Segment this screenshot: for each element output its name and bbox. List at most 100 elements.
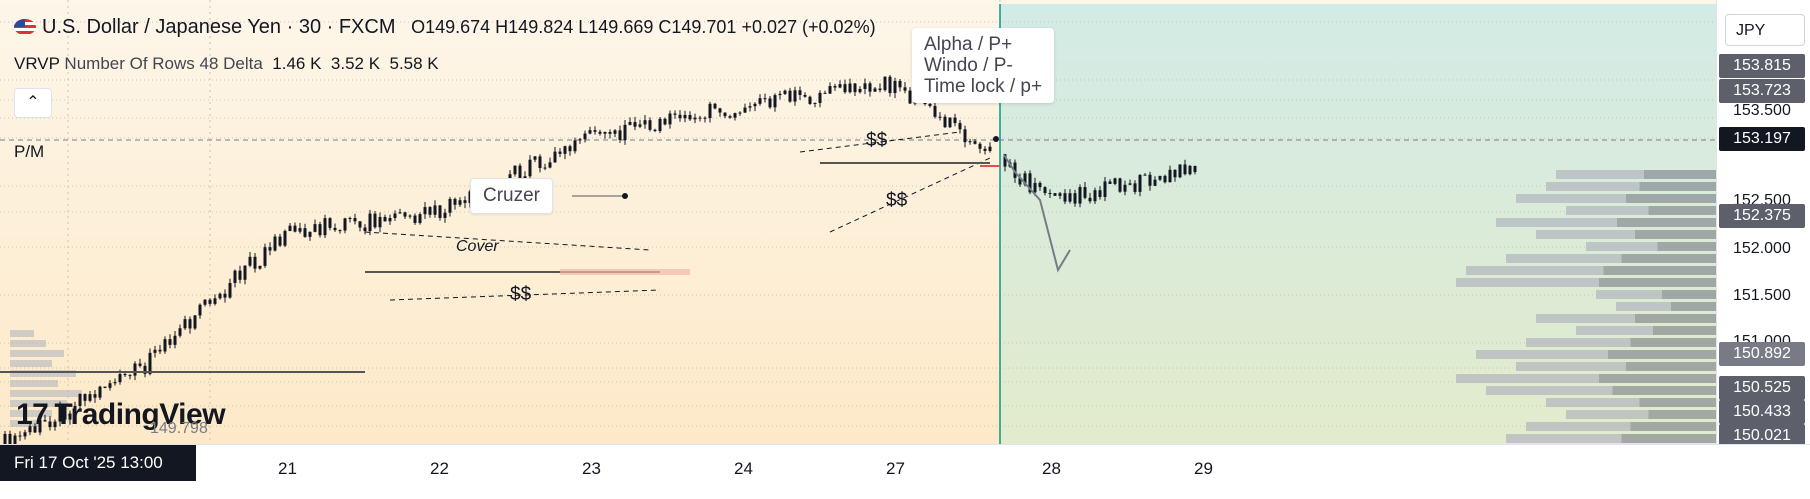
candle-body [73, 405, 77, 414]
candle-body [923, 102, 927, 105]
candle-body [888, 76, 892, 94]
candle-body [683, 114, 687, 119]
candle-body [588, 130, 592, 134]
candle-body [1103, 181, 1107, 197]
candle-body [658, 118, 662, 131]
candle-body [533, 156, 537, 160]
candle-body [308, 231, 312, 237]
time-label: 21 [278, 459, 297, 478]
candle-body [758, 98, 762, 104]
ohlc-values: O149.674 H149.824 L149.669 C149.701 +0.0… [411, 17, 876, 37]
cover-annotation[interactable]: Cover [456, 238, 499, 255]
anchor-point [622, 193, 628, 199]
time-label: 22 [430, 459, 449, 478]
candle-body [33, 426, 37, 433]
candle-body [263, 247, 267, 266]
candle-body [1128, 183, 1132, 185]
candle-body [178, 328, 182, 336]
indicator-legend[interactable]: VRVP Number Of Rows 48 Delta 1.46 K 3.52… [14, 54, 439, 74]
volume-profile-bar-down [1662, 290, 1716, 299]
volume-profile-bar-down [1648, 206, 1716, 215]
candle-body [328, 218, 332, 228]
left-volume-bar [10, 340, 46, 347]
candle-body [63, 406, 67, 420]
volume-profile-bar-down [1612, 386, 1716, 395]
volume-profile-bar-down [1626, 362, 1716, 371]
candle-body [563, 146, 567, 154]
candle-body [593, 130, 597, 132]
dollars-annotation-2[interactable]: $$ [866, 130, 888, 151]
symbol-title[interactable]: U.S. Dollar / Japanese Yen · 30 · FXCM [42, 16, 396, 38]
candle-body [378, 216, 382, 228]
volume-profile-bar-up [1516, 362, 1626, 371]
volume-profile-bar-up [1456, 374, 1599, 383]
candle-body [1148, 174, 1152, 186]
left-volume-bar [10, 370, 76, 377]
candle-body [653, 129, 657, 131]
candle-body [1173, 169, 1177, 178]
left-volume-bar [10, 380, 58, 387]
candle-body [143, 365, 147, 374]
volume-profile-bar-up [1566, 410, 1649, 419]
candle-body [553, 151, 557, 163]
price-tag: 150.525 [1719, 376, 1805, 400]
tradingview-logo[interactable]: 17 TradingView [16, 398, 226, 432]
dollars-annotation-3[interactable]: $$ [886, 190, 908, 211]
volume-profile-bar-down [1603, 266, 1716, 275]
candle-body [1028, 173, 1032, 193]
notes-callout[interactable]: Alpha / P+ Windo / P- Time lock / p+ [912, 28, 1055, 103]
candle-body [1068, 193, 1072, 202]
candle-body [123, 374, 127, 376]
candle-body [1043, 187, 1047, 193]
candle-body [318, 224, 322, 236]
candle-body [108, 383, 112, 388]
collapse-legend-button[interactable]: ⌃ [14, 88, 52, 118]
candle-body [163, 339, 167, 352]
candle-body [743, 107, 747, 113]
wedge-lower-line [389, 289, 661, 301]
currency-selector[interactable]: JPY [1725, 14, 1805, 46]
volume-profile-bar-down [1644, 170, 1716, 179]
volume-profile-bar-up [1506, 254, 1622, 263]
candle-body [413, 215, 417, 223]
candle-body [773, 95, 777, 108]
cruzer-callout[interactable]: Cruzer [470, 178, 554, 214]
candle-body [1193, 165, 1197, 173]
candle-body [1033, 182, 1037, 193]
candle-body [733, 113, 737, 118]
candle-body [1093, 190, 1097, 202]
candle-body [453, 198, 457, 205]
candle-body [398, 212, 402, 214]
change-value: +0.027 (+0.02%) [741, 17, 876, 37]
candle-body [1088, 197, 1092, 202]
volume-profile-bar-down [1657, 242, 1716, 251]
pm-line-label: P/M [14, 142, 45, 161]
candle-body [843, 84, 847, 93]
candle-body [1108, 181, 1112, 184]
candle-body [113, 382, 117, 384]
candle-body [158, 349, 162, 352]
candle-body [273, 236, 277, 251]
price-axis[interactable]: JPY 153.500 152.500 152.000 151.500 151.… [1716, 0, 1810, 448]
time-axis[interactable]: Fri 17 Oct '25 13:00 21 22 23 24 27 28 2… [0, 444, 1810, 499]
chart-pane[interactable]: U.S. Dollar / Japanese Yen · 30 · FXCM O… [0, 0, 1716, 444]
volume-profile-bar-up [1576, 326, 1653, 335]
candle-body [13, 435, 17, 444]
price-tick: 153.500 [1733, 102, 1791, 119]
candle-body [1053, 193, 1057, 196]
candle-body [608, 132, 612, 134]
indicator-params: Number Of Rows 48 Delta [64, 54, 263, 73]
volume-profile-bar-up [1466, 266, 1604, 275]
candle-body [1038, 182, 1042, 188]
volume-profile-bar-up [1506, 434, 1622, 443]
candle-body [358, 221, 362, 228]
left-volume-bar [10, 360, 52, 367]
candle-body [548, 162, 552, 168]
dollars-annotation-1[interactable]: $$ [510, 284, 532, 305]
candle-body [188, 319, 192, 329]
volume-profile-bar-down [1648, 410, 1716, 419]
zone-rectangle [560, 269, 690, 275]
candle-body [118, 374, 122, 383]
candle-body [938, 116, 942, 118]
left-volume-bar [10, 330, 34, 337]
